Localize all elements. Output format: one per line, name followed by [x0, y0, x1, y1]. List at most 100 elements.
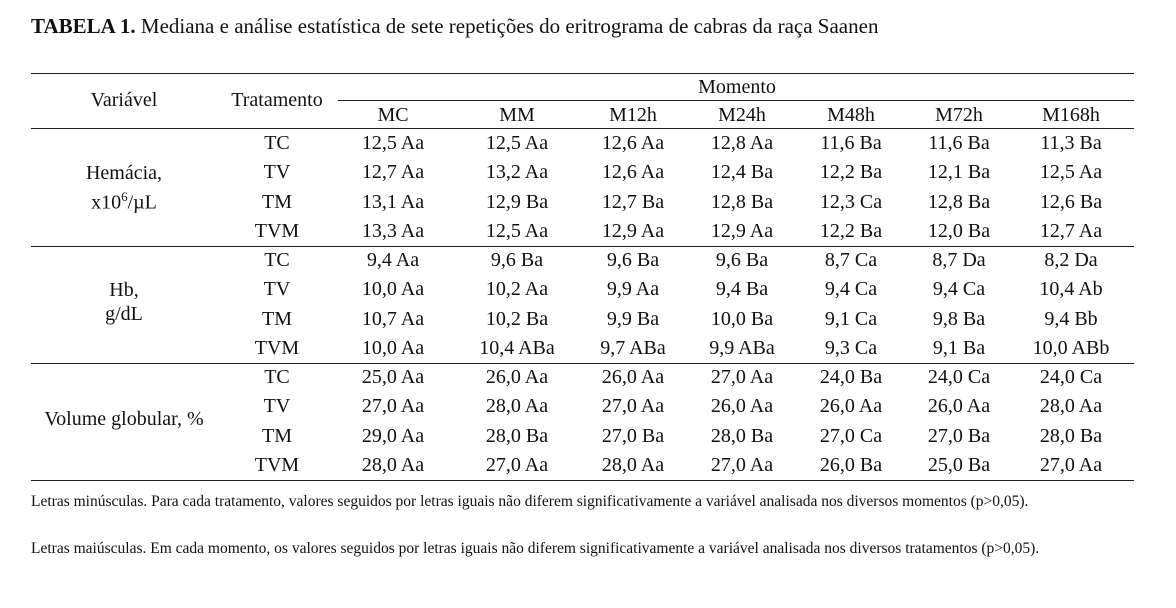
value-cell: 10,0 Ba [710, 307, 774, 330]
value-cell: 28,0 Aa [601, 453, 665, 476]
value-cell: 10,4 ABa [479, 336, 555, 359]
value-cell: 9,4 Aa [366, 249, 420, 271]
value-cell: 9,9 Aa [606, 278, 660, 301]
value-cell: 24,0 Ca [1039, 366, 1103, 388]
momento-rule [338, 100, 1134, 101]
value-cell: 10,4 Ab [1039, 278, 1103, 301]
value-cell: 9,6 Ba [606, 249, 660, 271]
value-cell: 12,5 Aa [485, 219, 549, 242]
header-moment-mc: MC [377, 104, 409, 126]
treatment-cell: TM [262, 190, 292, 213]
group-rule [31, 480, 1134, 481]
variable-label-line2: g/dL [105, 302, 143, 325]
header-bottom-rule [31, 128, 1134, 129]
value-cell: 12,5 Aa [1039, 161, 1103, 184]
treatment-cell: TVM [254, 336, 300, 359]
value-cell: 9,9 Ba [606, 307, 660, 330]
value-cell: 12,1 Ba [927, 161, 991, 184]
value-cell: 27,0 Aa [601, 395, 665, 418]
value-cell: 12,8 Ba [710, 190, 774, 213]
treatment-cell: TV [263, 395, 291, 418]
value-cell: 29,0 Aa [361, 424, 425, 447]
variable-label: Hemácia, x106/µL [24, 161, 224, 215]
treatment-cell: TC [264, 366, 290, 388]
value-cell: 9,4 Bb [1044, 307, 1098, 330]
variable-label-line1: Volume globular, % [44, 407, 204, 430]
value-cell: 9,4 Ba [715, 278, 769, 301]
treatment-cell: TVM [254, 219, 300, 242]
value-cell: 27,0 Ba [601, 424, 665, 447]
value-cell: 28,0 Ba [485, 424, 549, 447]
variable-label-line2: x106/µL [24, 185, 224, 215]
value-cell: 12,7 Aa [361, 161, 425, 184]
value-cell: 26,0 Aa [601, 366, 665, 388]
value-cell: 12,6 Ba [1039, 190, 1103, 213]
variable-label: Volume globular, % [24, 407, 224, 431]
footnote-uppercase: Letras maiúsculas. Em cada momento, os v… [31, 540, 1040, 557]
treatment-cell: TV [263, 278, 291, 301]
value-cell: 9,9 ABa [709, 336, 775, 359]
value-cell: 25,0 Aa [361, 366, 425, 388]
header-variavel: Variável [90, 89, 158, 111]
header-moment-m48h: M48h [827, 104, 875, 126]
value-cell: 12,0 Ba [927, 219, 991, 242]
header-moment-mm: MM [499, 104, 535, 126]
value-cell: 10,2 Ba [485, 307, 549, 330]
value-cell: 26,0 Aa [819, 395, 883, 418]
value-cell: 24,0 Ba [819, 366, 883, 388]
value-cell: 11,6 Ba [928, 132, 990, 154]
value-cell: 9,4 Ca [932, 278, 986, 301]
value-cell: 12,7 Aa [1039, 219, 1103, 242]
value-cell: 9,8 Ba [932, 307, 986, 330]
value-cell: 27,0 Ba [927, 424, 991, 447]
unit-exponent: 6 [121, 188, 128, 204]
unit-suffix: /µL [127, 191, 157, 214]
value-cell: 12,7 Ba [601, 190, 665, 213]
value-cell: 25,0 Ba [927, 453, 991, 476]
value-cell: 13,1 Aa [361, 190, 425, 213]
treatment-cell: TC [264, 132, 290, 154]
value-cell: 12,8 Aa [710, 132, 774, 154]
value-cell: 9,1 Ba [932, 336, 986, 359]
value-cell: 10,2 Aa [485, 278, 549, 301]
header-moment-m72h: M72h [935, 104, 983, 126]
table-top-rule [31, 73, 1134, 74]
group-rule [31, 363, 1134, 364]
value-cell: 12,5 Aa [485, 132, 549, 154]
header-moment-m12h: M12h [609, 104, 657, 126]
table-title: TABELA 1. Mediana e análise estatística … [31, 14, 878, 39]
value-cell: 9,1 Ca [824, 307, 878, 330]
value-cell: 9,6 Ba [490, 249, 544, 271]
value-cell: 12,3 Ca [819, 190, 883, 213]
value-cell: 11,3 Ba [1040, 132, 1102, 154]
treatment-cell: TM [262, 424, 292, 447]
value-cell: 9,3 Ca [824, 336, 878, 359]
value-cell: 28,0 Ba [1039, 424, 1103, 447]
value-cell: 12,2 Ba [819, 219, 883, 242]
table-title-label: TABELA 1. [31, 14, 136, 38]
value-cell: 8,7 Da [932, 249, 986, 271]
value-cell: 12,2 Ba [819, 161, 883, 184]
treatment-cell: TC [264, 249, 290, 271]
unit-prefix: x10 [91, 191, 122, 214]
value-cell: 13,3 Aa [361, 219, 425, 242]
value-cell: 10,7 Aa [361, 307, 425, 330]
value-cell: 10,0 ABb [1032, 336, 1110, 359]
value-cell: 12,4 Ba [710, 161, 774, 184]
value-cell: 8,7 Ca [824, 249, 878, 271]
value-cell: 26,0 Aa [927, 395, 991, 418]
value-cell: 28,0 Aa [361, 453, 425, 476]
value-cell: 10,0 Aa [361, 336, 425, 359]
value-cell: 13,2 Aa [485, 161, 549, 184]
header-moment-m24h: M24h [718, 104, 766, 126]
value-cell: 12,6 Aa [601, 132, 665, 154]
value-cell: 12,9 Aa [601, 219, 665, 242]
table-title-text: Mediana e análise estatística de sete re… [140, 14, 879, 38]
value-cell: 26,0 Aa [485, 366, 549, 388]
value-cell: 9,4 Ca [824, 278, 878, 301]
treatment-cell: TM [262, 307, 292, 330]
value-cell: 26,0 Aa [710, 395, 774, 418]
value-cell: 9,7 ABa [600, 336, 666, 359]
value-cell: 27,0 Aa [1039, 453, 1103, 476]
value-cell: 12,9 Aa [710, 219, 774, 242]
